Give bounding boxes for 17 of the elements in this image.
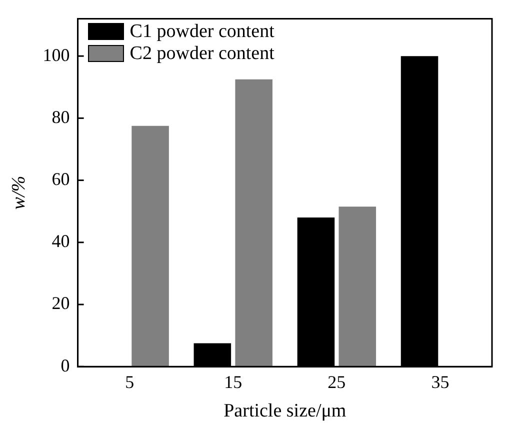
legend-label: C2 powder content: [130, 42, 274, 65]
bar: [235, 79, 272, 367]
x-tick-label: 35: [431, 372, 450, 392]
y-tick-label: 20: [52, 293, 70, 314]
y-axis-title: w/%: [8, 176, 30, 210]
y-tick-label: 0: [60, 355, 70, 376]
y-tick-label: 40: [52, 231, 70, 252]
bar: [338, 206, 376, 367]
x-tick-label: 15: [224, 372, 242, 392]
x-tick-label: 25: [328, 372, 346, 392]
y-tick-label: 60: [52, 169, 70, 190]
x-axis-title: Particle size/μm: [224, 400, 346, 422]
legend-label: C1 powder content: [130, 20, 274, 43]
y-tick-label: 80: [52, 106, 70, 127]
bar: [132, 126, 169, 367]
x-tick-label: 5: [125, 372, 134, 392]
y-tick-label: 100: [42, 44, 70, 65]
